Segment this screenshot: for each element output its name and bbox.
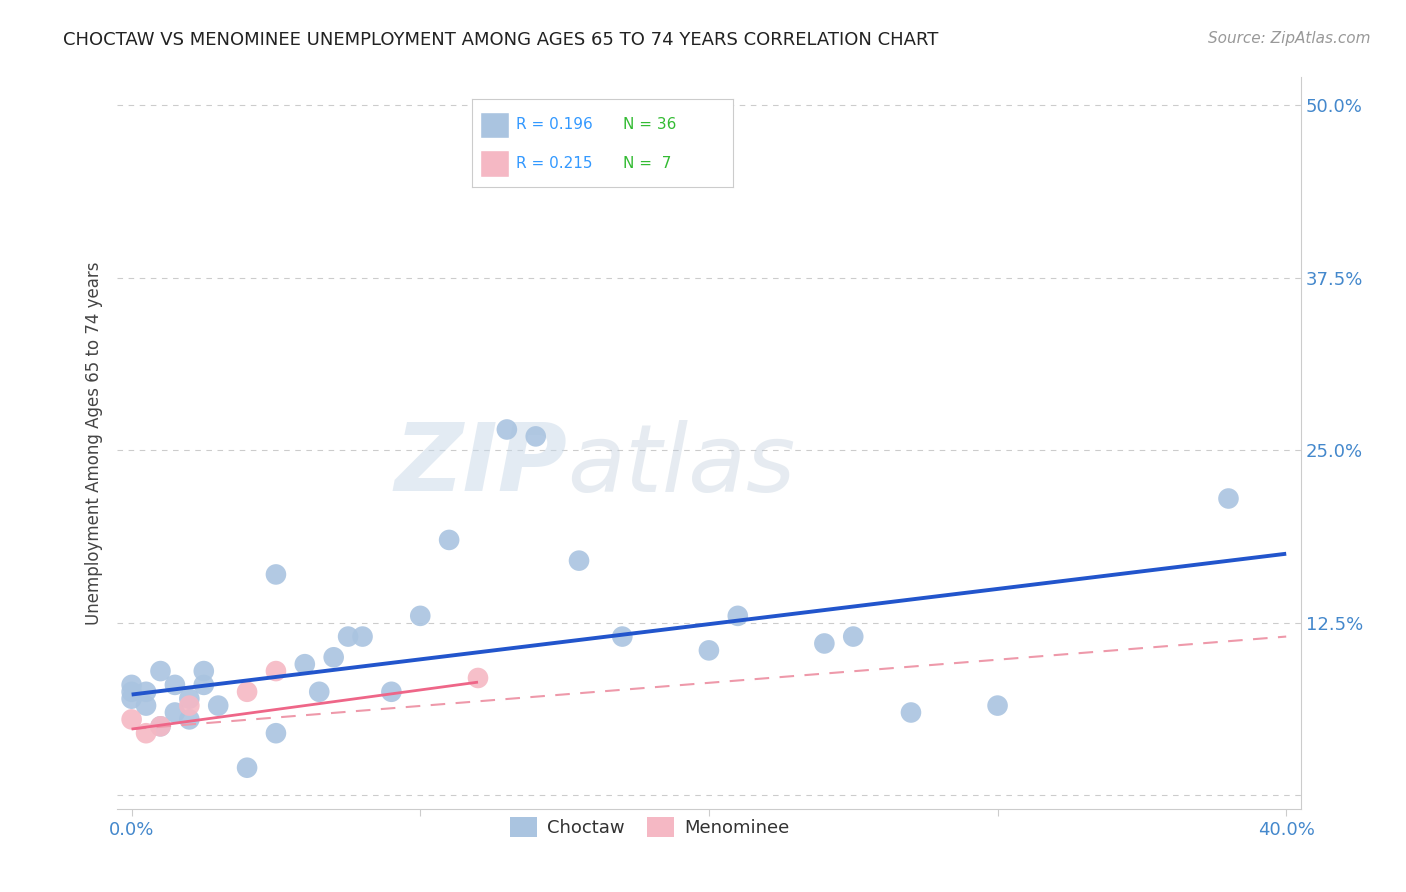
Point — [900, 706, 922, 720]
Point — [121, 685, 143, 699]
Point — [409, 608, 432, 623]
Point — [236, 685, 259, 699]
Point — [380, 685, 402, 699]
Point — [135, 698, 157, 713]
Point — [813, 636, 835, 650]
Point — [337, 630, 360, 644]
Point — [193, 678, 215, 692]
Point — [179, 713, 201, 727]
Point — [264, 664, 287, 678]
Point — [568, 554, 591, 568]
Point — [1218, 491, 1240, 506]
Point — [467, 671, 489, 685]
Point — [163, 678, 186, 692]
Point — [121, 691, 143, 706]
Point — [612, 630, 634, 644]
Point — [727, 608, 749, 623]
Point — [264, 726, 287, 740]
Point — [163, 706, 186, 720]
Text: CHOCTAW VS MENOMINEE UNEMPLOYMENT AMONG AGES 65 TO 74 YEARS CORRELATION CHART: CHOCTAW VS MENOMINEE UNEMPLOYMENT AMONG … — [63, 31, 939, 49]
Point — [207, 698, 229, 713]
Point — [496, 422, 519, 436]
Point — [149, 719, 172, 733]
Point — [149, 719, 172, 733]
Point — [135, 685, 157, 699]
Point — [352, 630, 374, 644]
Point — [121, 713, 143, 727]
Text: Source: ZipAtlas.com: Source: ZipAtlas.com — [1208, 31, 1371, 46]
Point — [121, 678, 143, 692]
Point — [236, 761, 259, 775]
Point — [193, 664, 215, 678]
Point — [987, 698, 1010, 713]
Point — [135, 726, 157, 740]
Point — [179, 698, 201, 713]
Point — [437, 533, 460, 547]
Text: atlas: atlas — [567, 420, 796, 511]
Point — [308, 685, 330, 699]
Y-axis label: Unemployment Among Ages 65 to 74 years: Unemployment Among Ages 65 to 74 years — [86, 261, 103, 625]
Point — [322, 650, 344, 665]
Point — [697, 643, 720, 657]
Point — [294, 657, 316, 672]
Point — [179, 691, 201, 706]
Point — [842, 630, 865, 644]
Point — [264, 567, 287, 582]
Point — [524, 429, 547, 443]
Point — [149, 664, 172, 678]
Text: ZIP: ZIP — [394, 419, 567, 511]
Legend: Choctaw, Menominee: Choctaw, Menominee — [502, 810, 797, 844]
